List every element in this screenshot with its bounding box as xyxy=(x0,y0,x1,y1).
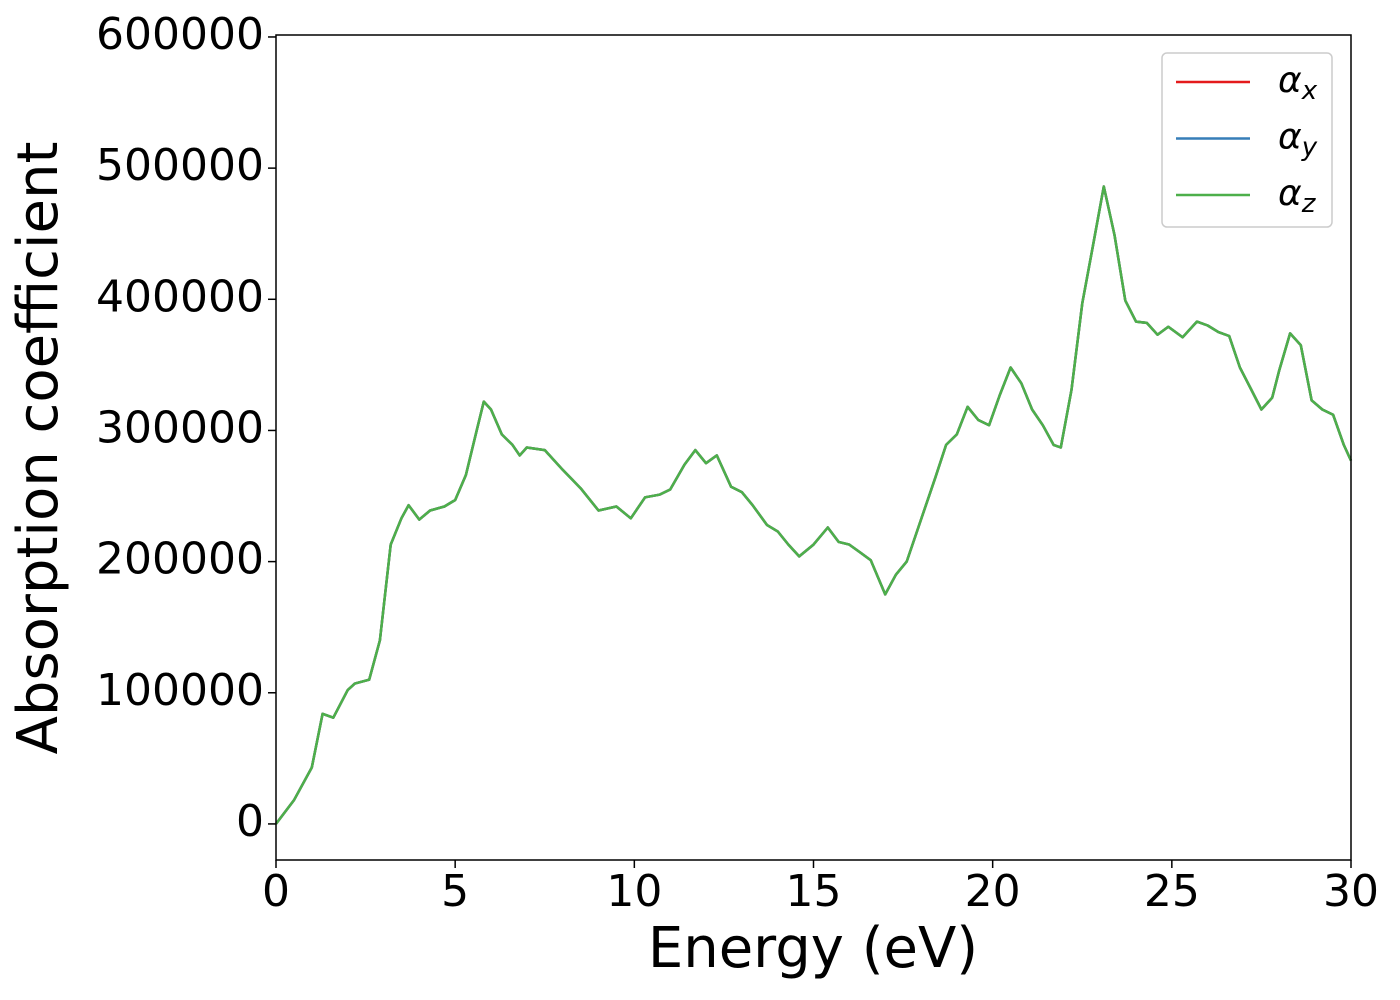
y-tick-label: 400000 xyxy=(96,271,264,322)
x-axis-label: Energy (eV) xyxy=(648,916,978,981)
x-tick-label: 10 xyxy=(606,866,662,917)
x-tick-label: 15 xyxy=(786,866,842,917)
series-line xyxy=(275,185,1353,825)
x-tick-label: 20 xyxy=(965,866,1021,917)
y-axis-label: Absorption coefficient xyxy=(6,142,71,755)
x-tick-label: 30 xyxy=(1323,866,1379,917)
plot-frame xyxy=(275,34,1352,861)
x-tick-label: 25 xyxy=(1144,866,1200,917)
x-tick-label: 0 xyxy=(262,866,290,917)
y-tick-label: 100000 xyxy=(96,665,264,716)
y-tick-label: 600000 xyxy=(96,9,264,60)
y-tick-label: 200000 xyxy=(96,534,264,585)
y-tick-label: 300000 xyxy=(96,402,264,453)
legend-label: αy xyxy=(1278,117,1318,163)
legend-label: αz xyxy=(1278,173,1317,219)
x-tick-label: 5 xyxy=(441,866,469,917)
y-tick-label: 500000 xyxy=(96,140,264,191)
y-tick-label: 0 xyxy=(236,796,264,847)
legend-box xyxy=(1161,52,1333,228)
legend-label: αx xyxy=(1278,60,1318,106)
